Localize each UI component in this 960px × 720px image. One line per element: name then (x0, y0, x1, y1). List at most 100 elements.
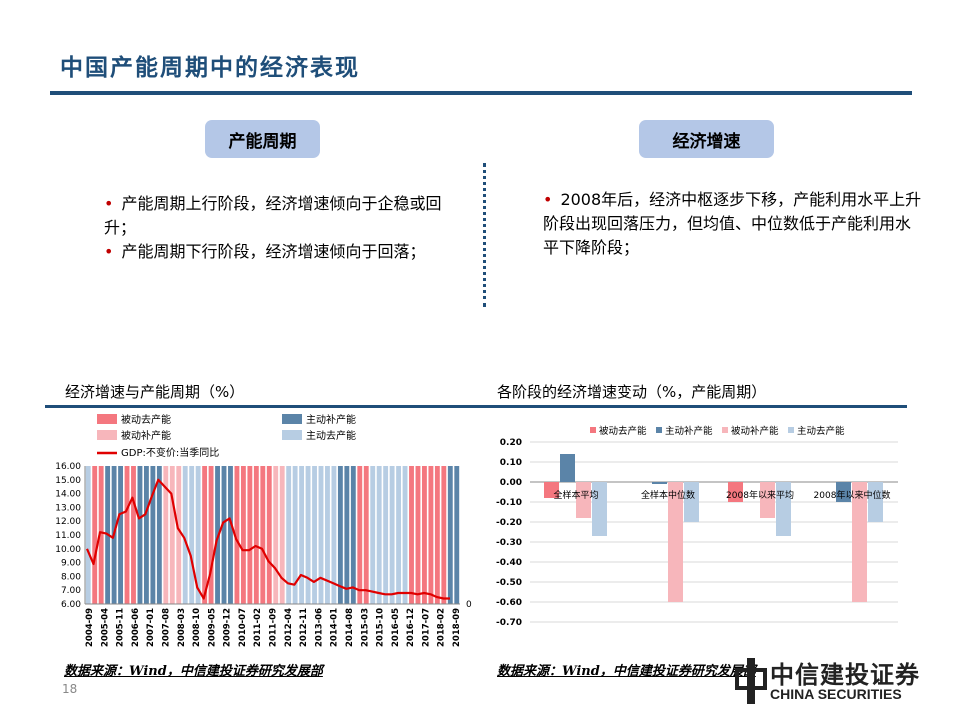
y-tick-label: 8.00 (61, 572, 81, 582)
bar-3 (668, 482, 683, 602)
x-tick-label: 2009-05 (207, 608, 217, 647)
legend-label: 主动去产能 (306, 429, 356, 442)
phase-band-active-destock (286, 466, 292, 604)
legend-swatch (97, 430, 117, 440)
bullet-dot-icon: • (104, 242, 114, 261)
y-tick-label: 14.00 (55, 490, 81, 500)
phase-band-active-destock (292, 466, 298, 604)
phase-band-passive-destock (415, 466, 421, 604)
phase-band-active-destock (370, 466, 376, 604)
x-tick-label: 2005-11 (116, 608, 126, 647)
x-tick-label: 2018-02 (437, 608, 447, 647)
bar-4 (868, 482, 883, 522)
phase-band-active-destock (396, 466, 402, 604)
left-bullet-2: • 产能周期下行阶段，经济增速倾向于回落； (104, 242, 426, 261)
phase-band-passive-destock (240, 466, 246, 604)
legend-label: GDP:不变价:当季同比 (121, 446, 219, 459)
x-tick-label: 2010-07 (238, 608, 248, 647)
phase-band-active-destock (299, 466, 305, 604)
phase-band-active-restock (350, 466, 356, 604)
y-tick-label: 11.00 (55, 531, 81, 541)
y-tick-label: -0.10 (496, 498, 522, 508)
x-tick-label: 2014-01 (330, 608, 340, 647)
phase-band-active-destock (305, 466, 311, 604)
phase-band-active-restock (447, 466, 453, 604)
y-tick-label: 7.00 (61, 586, 81, 596)
phase-band-active-destock (402, 466, 408, 604)
bar-3 (760, 482, 775, 518)
left-chart-title: 经济增速与产能周期（%） (65, 383, 245, 401)
phase-band-active-restock (228, 466, 233, 604)
phase-band-passive-destock (441, 466, 447, 604)
legend-label: 主动去产能 (797, 425, 845, 437)
phase-band-active-restock (156, 466, 162, 604)
phase-band-active-destock (195, 466, 201, 604)
phase-band-active-restock (118, 466, 123, 604)
bar-4 (592, 482, 607, 536)
legend-label: 被动去产能 (121, 413, 171, 426)
bullet-dot-icon: • (543, 190, 553, 209)
page-number: 18 (62, 682, 78, 696)
bar-4 (684, 482, 699, 522)
phase-band-active-restock (143, 466, 149, 604)
legend-label: 被动补产能 (121, 429, 171, 442)
bar-1 (728, 482, 743, 502)
bar-4 (776, 482, 791, 536)
y-tick-label: 9.00 (61, 559, 81, 569)
phase-band-passive-destock (124, 466, 130, 604)
right-chart-legend: 被动去产能 主动补产能 被动补产能 主动去产能 (590, 425, 845, 437)
phase-band-active-destock (325, 466, 330, 604)
panel-divider (483, 163, 486, 307)
phase-band-active-destock (376, 466, 382, 604)
legend-swatch (788, 427, 794, 433)
phase-band-passive-destock (234, 466, 240, 604)
gdp-line-layer (85, 478, 450, 600)
y-tick-label: 15.00 (55, 476, 81, 486)
x-tick-label: 2018-09 (452, 608, 462, 647)
legend-swatch (722, 427, 728, 433)
left-chart-axes: 16.00 15.00 14.00 13.00 12.00 11.00 10.00 9.00 8… (55, 462, 472, 647)
legend-swatch (282, 414, 302, 424)
right-chart-axes: 0.20 0.10 0.00 -0.10 -0.20 -0.30 -0.40 -0.50 -0.… (496, 438, 898, 628)
x-tick-label: 2009-12 (223, 608, 233, 647)
phase-band-active-restock (344, 466, 350, 604)
x-tick-label: 2015-03 (360, 608, 370, 647)
phase-band-passive-destock (247, 466, 253, 604)
x-tick-label: 2006-06 (131, 608, 141, 647)
phase-band-passive-restock (279, 466, 285, 604)
x-tick-label: 2015-10 (376, 608, 386, 647)
y-tick-label: -0.40 (496, 558, 522, 568)
left-bullet-1: • 产能周期上行阶段，经济增速倾向于企稳或回升； (104, 194, 442, 237)
x-tick-label: 2008-10 (192, 608, 202, 647)
gdp-line (85, 478, 450, 600)
y-tick-label: 13.00 (55, 503, 81, 513)
phase-band-active-restock (454, 466, 460, 604)
x-tick-label: 2007-01 (146, 608, 156, 647)
phase-band-passive-destock (266, 466, 272, 604)
y-tick-label: 12.00 (55, 517, 81, 527)
legend-label: 被动补产能 (731, 425, 779, 437)
phase-band-active-destock (389, 466, 395, 604)
x-tick-label: 2011-09 (269, 608, 279, 647)
x-tick-label: 2016-05 (391, 608, 401, 647)
phase-band-passive-destock (208, 466, 214, 604)
x-tick-label: 2016-12 (406, 608, 416, 647)
phase-band-passive-destock (92, 466, 98, 604)
bar-2 (836, 482, 851, 502)
y-tick-label: 0.10 (500, 458, 522, 468)
phase-band-passive-destock (253, 466, 259, 604)
bar-2 (560, 454, 575, 482)
capacity-cycle-pill: 产能周期 (205, 120, 320, 158)
phase-band-passive-restock (273, 466, 279, 604)
legend-swatch (282, 430, 302, 440)
phase-band-passive-destock (98, 466, 104, 604)
y-tick-label: 0.20 (500, 438, 522, 448)
y-tick-label: -0.20 (496, 518, 522, 528)
phase-band-active-destock (182, 466, 188, 604)
right-bullet-list: • 2008年后，经济中枢逐步下移，产能利用水平上升阶段出现回落压力，但均值、中位… (543, 188, 923, 260)
legend-swatch (97, 414, 117, 424)
right-source-note: 数据来源：Wind，中信建投证券研究发展部 (497, 664, 756, 679)
phase-band-passive-destock (260, 466, 266, 604)
bar-3 (852, 482, 867, 602)
